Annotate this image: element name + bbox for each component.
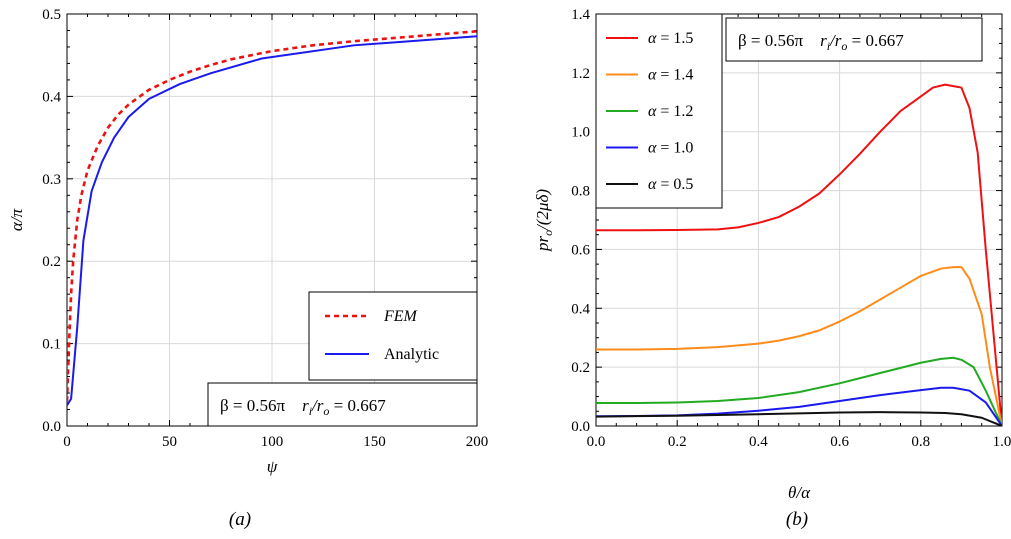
ticks: 0 50 100 150 200 0.0 0.1 0.2 0.3 0.4 0.5: [42, 7, 488, 450]
x-tick-label: 50: [162, 434, 177, 450]
x-tick-label: 0.0: [587, 434, 606, 450]
legend-label: α = 0.5: [648, 176, 693, 193]
x-tick-label: 150: [363, 434, 386, 450]
series-line--1-5: [596, 83, 1002, 426]
panel-caption: (b): [786, 509, 808, 530]
y-tick-label: 0.4: [42, 89, 61, 105]
y-axis-label: α/π: [7, 208, 26, 231]
series-line--1-4: [596, 266, 1002, 426]
x-tick-label: 100: [261, 434, 284, 450]
panel-caption: (a): [229, 509, 251, 530]
y-tick-label: 0.0: [571, 419, 590, 435]
y-tick-label: 1.4: [571, 7, 590, 23]
series-line--1-2: [596, 356, 1002, 426]
legend-label: α = 1.4: [648, 67, 693, 84]
y-tick-label: 0.0: [42, 419, 61, 435]
y-tick-label: 0.6: [571, 242, 590, 258]
x-axis-label: θ/α: [788, 483, 811, 502]
y-tick-label: 0.8: [571, 184, 590, 200]
y-tick-label: 0.4: [571, 301, 590, 317]
legend-label: α = 1.0: [648, 140, 693, 157]
x-axis-label: ψ: [267, 457, 278, 476]
y-tick-label: 1.2: [571, 66, 590, 82]
x-tick-label: 0: [63, 434, 71, 450]
series-group: [67, 30, 477, 406]
x-tick-label: 0.8: [911, 434, 930, 450]
x-tick-label: 0.2: [668, 434, 687, 450]
annotation-text: β = 0.56π ri/ro = 0.667: [738, 31, 904, 53]
y-tick-label: 0.1: [42, 337, 61, 353]
annotation-box: [207, 382, 478, 427]
series-group: [596, 83, 1002, 426]
series-line-analytic: [67, 35, 477, 406]
legend-label: α = 1.5: [648, 30, 693, 47]
x-tick-label: 1.0: [993, 434, 1011, 450]
x-tick-label: 0.4: [749, 434, 768, 450]
annotation-text: β = 0.56π ri/ro = 0.667: [220, 396, 386, 418]
series-line--1-0: [596, 386, 1002, 426]
y-tick-label: 1.0: [571, 125, 590, 141]
legend-box: [308, 291, 478, 381]
x-tick-label: 200: [466, 434, 489, 450]
legend-label: α = 1.2: [648, 103, 693, 120]
legend-label: Analytic: [384, 346, 439, 363]
y-tick-label: 0.3: [42, 172, 61, 188]
series-line--0-5: [596, 411, 1002, 426]
y-tick-label: 0.5: [42, 7, 61, 23]
x-tick-label: 0.6: [830, 434, 849, 450]
ticks: 0.0 0.2 0.4 0.6 0.8 1.0 0.0 0.2 0.4 0.6 0.8 1.0 1.2 1…: [571, 7, 1011, 450]
chart-panel-a: 0 50 100 150 200 0.0 0.1 0.2 0.3 0.4 0.5 ψ α/π β = 0.…: [7, 7, 488, 530]
annotation-box: [725, 17, 983, 62]
y-tick-label: 0.2: [42, 254, 61, 270]
legend-label: FEM: [383, 308, 419, 325]
chart-panel-b: 0.0 0.2 0.4 0.6 0.8 1.0 0.0 0.2 0.4 0.6 0.8 1.0 1.2 1…: [533, 7, 1011, 530]
y-axis-label: pro/(2μδ): [533, 189, 555, 252]
y-tick-label: 0.2: [571, 360, 590, 376]
